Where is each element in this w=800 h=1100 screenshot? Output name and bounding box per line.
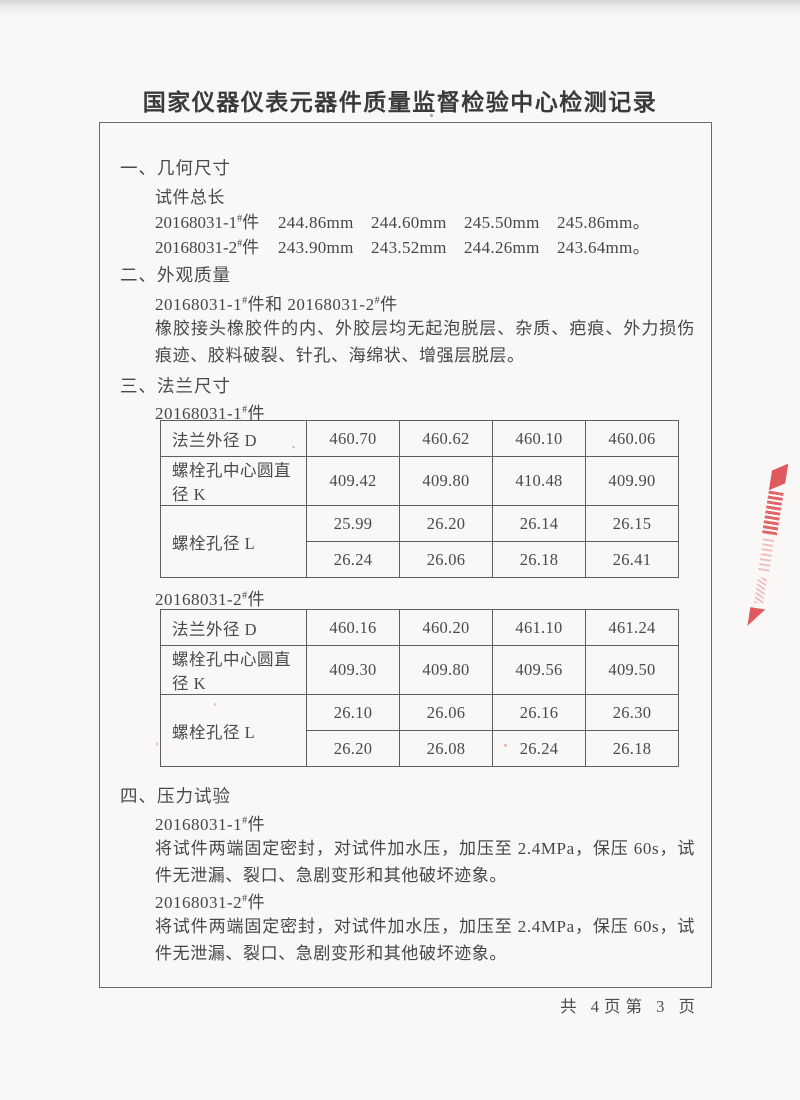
table2-caption: 20168031-2#件: [155, 590, 266, 609]
section2-specimen-line: 20168031-1#件和 20168031-2#件: [155, 295, 398, 314]
length-value: 243.90mm: [278, 238, 354, 257]
length-value: 244.60mm: [371, 213, 447, 232]
specimen1-length-row: 20168031-1#件 244.86mm 244.60mm 245.50mm 245.…: [155, 208, 650, 233]
cell-value: 26.16: [492, 694, 586, 731]
specimen2-length-row: 20168031-2#件 243.90mm 243.52mm 244.26mm 243.…: [155, 233, 650, 258]
section1-subheading: 试件总长: [155, 188, 225, 207]
table-row: 法兰外径 D 460.16 460.20 461.10 461.24: [160, 609, 679, 646]
cell-value: 409.42: [306, 456, 400, 506]
cell-value: 26.08: [399, 730, 493, 767]
cell-value: 409.50: [585, 645, 679, 695]
stamp-glyph-marks: [761, 490, 784, 536]
red-stamp-fragment: [732, 463, 800, 630]
cell-value: 461.24: [585, 609, 679, 646]
pressure-test-specimen2-paragraph: 将试件两端固定密封，对试件加水压，加压至 2.4MPa，保压 60s，试件无泄漏…: [155, 917, 695, 963]
cell-value: 25.99: [306, 505, 400, 542]
cell-value: 410.48: [492, 456, 586, 506]
hash-superscript: #: [242, 404, 248, 416]
cell-value: 26.06: [399, 541, 493, 578]
cell-value: 460.20: [399, 609, 493, 646]
cell-value: 409.80: [399, 645, 493, 695]
section2-heading: 二、外观质量: [120, 265, 231, 285]
row-label: 螺栓孔中心圆直径 K: [160, 456, 307, 506]
scan-speck: [430, 114, 433, 117]
cell-value: 26.24: [492, 730, 586, 767]
section2-paragraph: 橡胶接头橡胶件的内、外胶层均无起泡脱层、杂质、疤痕、外力损伤痕迹、胶料破裂、针孔…: [155, 319, 695, 365]
cell-value: 26.20: [306, 730, 400, 767]
stamp-glyph-marks-light: [757, 538, 774, 574]
section4-heading: 四、压力试验: [120, 786, 231, 806]
cell-value: 26.06: [399, 694, 493, 731]
cell-value: 26.20: [399, 505, 493, 542]
specimen-id: 20168031-1#件: [155, 213, 260, 232]
hash-superscript: #: [374, 295, 381, 307]
table-row: 螺栓孔径 L 25.99 26.20 26.14 26.15: [160, 505, 679, 578]
specimen-id: 20168031-2#件: [155, 238, 260, 257]
table-row: 法兰外径 D 460.70 460.62 460.10 460.06: [160, 420, 679, 457]
length-value: 245.86mm。: [557, 213, 650, 232]
row-label: 螺栓孔径 L: [160, 694, 307, 767]
cell-value: 460.62: [399, 420, 493, 457]
row-label: 法兰外径 D: [160, 420, 307, 457]
table-row: 螺栓孔中心圆直径 K 409.42 409.80 410.48 409.90: [160, 456, 679, 506]
cell-value: 460.16: [306, 609, 400, 646]
section3-heading: 三、法兰尺寸: [120, 376, 231, 396]
hash-superscript: #: [237, 238, 243, 250]
scan-speck: [156, 742, 158, 746]
document-title: 国家仪器仪表元器件质量监督检验中心检测记录: [142, 89, 658, 115]
row-label: 法兰外径 D: [160, 609, 307, 646]
cell-value: 26.30: [585, 694, 679, 731]
cell-value: 26.18: [492, 541, 586, 578]
hash-superscript: #: [242, 590, 248, 602]
table-row: 26.20 26.08 26.24 26.18: [161, 730, 679, 767]
flange-table-specimen2: 法兰外径 D 460.16 460.20 461.10 461.24 螺栓孔中心…: [160, 609, 679, 767]
section1-heading: 一、几何尺寸: [120, 158, 231, 178]
cell-value: 409.30: [306, 645, 400, 695]
row-label: 螺栓孔径 L: [160, 505, 307, 578]
content-border-box: [99, 122, 712, 988]
length-value: 245.50mm: [464, 213, 540, 232]
hash-superscript: #: [242, 295, 248, 307]
cell-value: 460.06: [585, 420, 679, 457]
cell-value: 409.80: [399, 456, 493, 506]
length-value: 244.26mm: [464, 238, 540, 257]
cell-value: 26.10: [306, 694, 400, 731]
cell-value: 460.70: [306, 420, 400, 457]
pressure-test-specimen2-id: 20168031-2#件: [155, 893, 266, 912]
cell-value: 26.24: [306, 541, 400, 578]
row-label: 螺栓孔中心圆直径 K: [160, 645, 307, 695]
cell-value: 26.41: [585, 541, 679, 578]
pressure-test-specimen1-id: 20168031-1#件: [155, 815, 266, 834]
table-row: 螺栓孔径 L 26.10 26.06 26.16 26.30: [160, 694, 679, 767]
table-row: 螺栓孔中心圆直径 K 409.30 409.80 409.56 409.50: [160, 645, 679, 695]
length-value: 243.52mm: [371, 238, 447, 257]
cell-value: 26.18: [585, 730, 679, 767]
cell-value: 409.56: [492, 645, 586, 695]
table1-caption: 20168031-1#件: [155, 404, 266, 423]
cell-value: 460.10: [492, 420, 586, 457]
pressure-test-specimen1-paragraph: 将试件两端固定密封，对试件加水压，加压至 2.4MPa，保压 60s，试件无泄漏…: [155, 839, 695, 885]
cell-value: 26.15: [585, 505, 679, 542]
cell-value: 461.10: [492, 609, 586, 646]
stamp-mark-top: [768, 463, 788, 491]
length-value: 244.86mm: [278, 213, 354, 232]
cell-value: 409.90: [585, 456, 679, 506]
cell-value: 26.14: [492, 505, 586, 542]
scan-edge-shadow: [0, 0, 800, 16]
hash-superscript: #: [237, 213, 243, 225]
hash-superscript: #: [242, 815, 248, 827]
page-number-footer: 共 4页第 3 页: [560, 997, 700, 1016]
flange-table-specimen1: 法兰外径 D 460.70 460.62 460.10 460.06 螺栓孔中心…: [160, 420, 679, 578]
hash-superscript: #: [242, 893, 248, 905]
stamp-mark-bottom: [746, 607, 765, 629]
table-row: 26.24 26.06 26.18 26.41: [161, 541, 679, 578]
stamp-squiggle-mark: [753, 577, 767, 605]
length-value: 243.64mm。: [557, 238, 650, 257]
